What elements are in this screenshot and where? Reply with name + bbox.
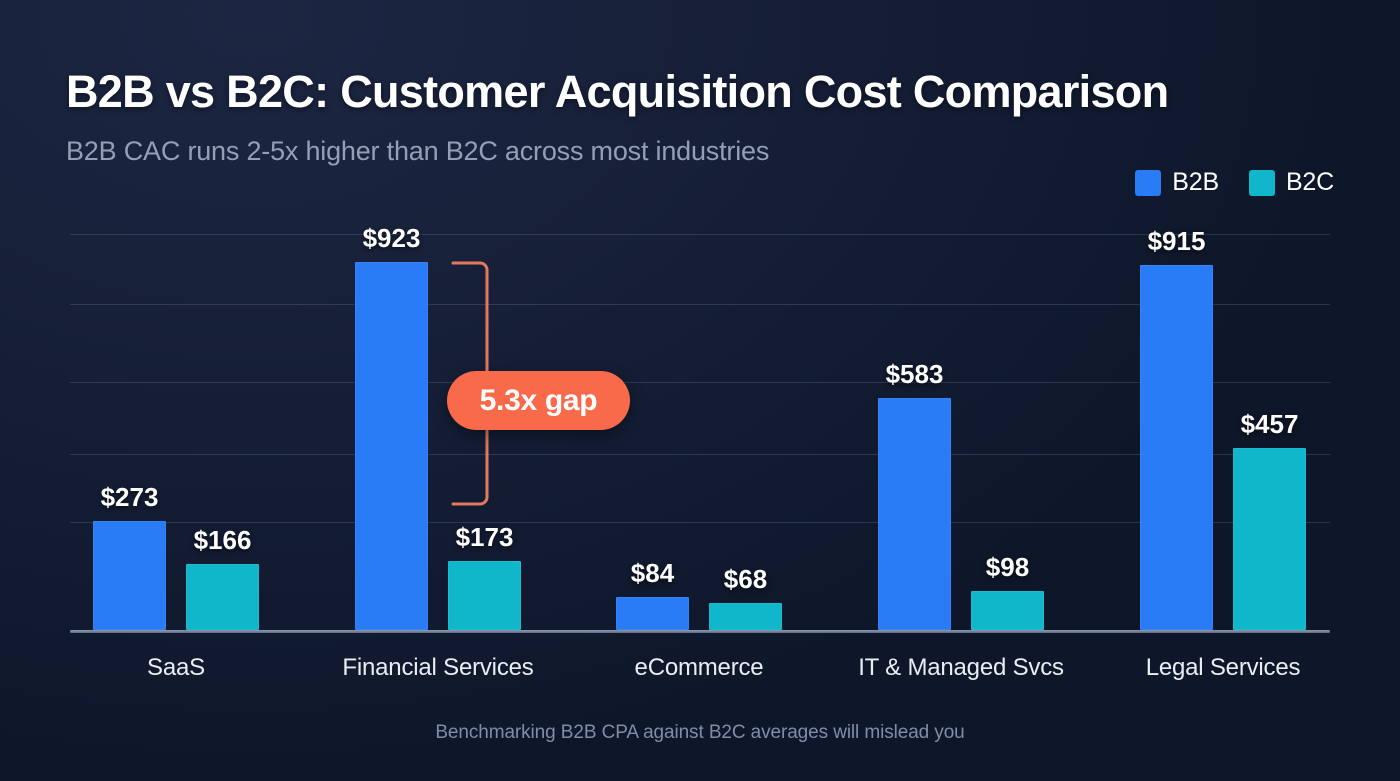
chart-footnote: Benchmarking B2B CPA against B2C average…	[435, 722, 965, 743]
legend-swatch-b2c	[1248, 169, 1275, 196]
legend-label-b2b: B2B	[1172, 168, 1219, 196]
bar-value-label: $173	[455, 522, 514, 553]
bar-value-label: $915	[1147, 226, 1206, 257]
page-subtitle: B2B CAC runs 2-5x higher than B2C across…	[66, 136, 770, 166]
bar-b2c-legal-services[interactable]	[1233, 447, 1306, 630]
bar-value-label: $457	[1240, 408, 1299, 439]
x-axis-line	[70, 630, 1330, 633]
grid-line	[70, 382, 1330, 383]
page-title: B2B vs B2C: Customer Acquisition Cost Co…	[66, 66, 1169, 117]
bar-value-label: $84	[630, 557, 675, 588]
category-label-ecommerce: eCommerce	[634, 654, 764, 681]
gap-annotation-label: 5.3x gap	[479, 383, 598, 417]
bar-b2c-it-managed-svcs[interactable]	[971, 590, 1044, 630]
grid-line	[70, 304, 1330, 305]
category-label-it-managed-svcs: IT & Managed Svcs	[858, 654, 1064, 681]
bar-value-label: $98	[985, 551, 1030, 582]
legend-item-b2c[interactable]: B2C	[1248, 168, 1334, 197]
bar-value-label: $273	[100, 482, 159, 513]
legend-swatch-b2b	[1135, 169, 1162, 196]
bar-value-label: $583	[885, 358, 944, 389]
bar-value-label: $68	[723, 563, 768, 594]
bar-b2b-saas[interactable]	[93, 521, 166, 630]
bar-b2b-ecommerce[interactable]	[616, 596, 689, 630]
bar-b2c-financial-services[interactable]	[448, 561, 521, 630]
gap-annotation-pill[interactable]: 5.3x gap	[447, 371, 630, 430]
bar-b2b-it-managed-svcs[interactable]	[878, 397, 951, 630]
legend-label-b2c: B2C	[1285, 168, 1334, 196]
grid-line	[70, 234, 1330, 235]
bar-b2c-ecommerce[interactable]	[709, 602, 782, 630]
legend-item-b2b[interactable]: B2B	[1135, 168, 1219, 197]
bar-b2b-legal-services[interactable]	[1140, 265, 1213, 630]
bar-b2c-saas[interactable]	[186, 563, 259, 630]
bar-value-label: $923	[362, 223, 421, 253]
bar-b2b-financial-services[interactable]	[355, 262, 428, 630]
category-label-financial-services: Financial Services	[342, 654, 534, 681]
category-label-legal-services: Legal Services	[1145, 654, 1301, 681]
chart-legend: B2B B2C	[1135, 168, 1334, 197]
bar-value-label: $166	[193, 524, 252, 555]
grid-line	[70, 522, 1330, 523]
category-label-saas: SaaS	[147, 654, 205, 681]
grid-line	[70, 454, 1330, 455]
